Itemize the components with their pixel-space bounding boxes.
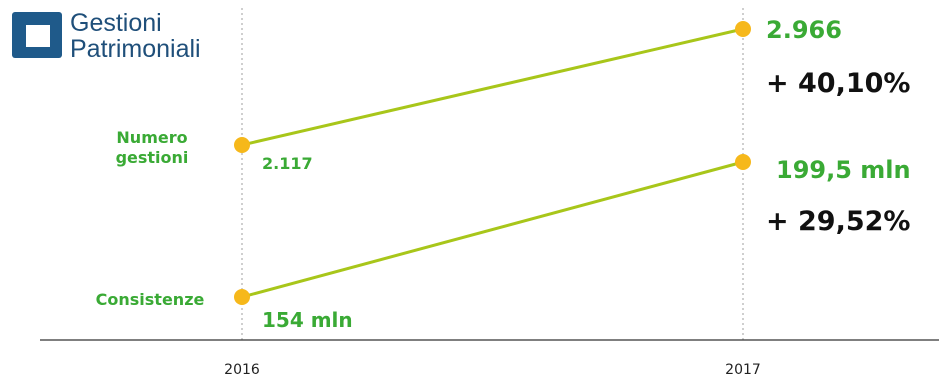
data-label-start-0: 2.117 — [262, 154, 313, 173]
logo-square-icon — [12, 12, 62, 58]
data-point-1-0 — [234, 289, 250, 305]
data-point-1-1 — [735, 154, 751, 170]
logo: Gestioni Patrimoniali — [6, 6, 236, 66]
series-name-0-line-0: Numero — [116, 128, 187, 147]
series-name-1-line-0: Consistenze — [96, 290, 205, 309]
change-label-1: + 29,52% — [766, 206, 910, 237]
logo-line1: Gestioni — [70, 9, 162, 37]
series-line-0 — [241, 27, 744, 147]
change-label-0: + 40,10% — [766, 68, 910, 99]
x-tick-label-2016: 2016 — [224, 362, 260, 378]
data-label-end-0: 2.966 — [766, 16, 842, 44]
logo-line2: Patrimoniali — [70, 35, 201, 63]
data-label-end-1: 199,5 mln — [776, 156, 911, 184]
data-point-0-1 — [735, 21, 751, 37]
data-label-start-1: 154 mln — [262, 308, 353, 332]
data-point-0-0 — [234, 137, 250, 153]
series-line-1 — [241, 160, 744, 299]
series-name-0-line-1: gestioni — [116, 148, 189, 167]
x-tick-label-2017: 2017 — [725, 362, 761, 378]
